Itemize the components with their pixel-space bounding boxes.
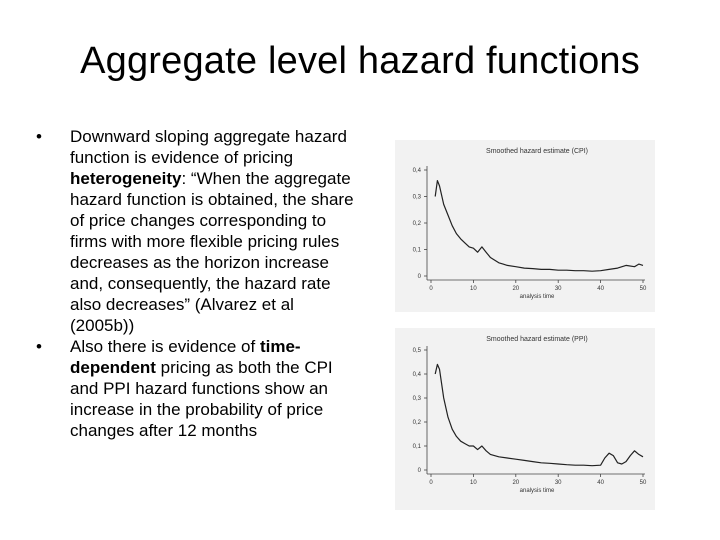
- hazard-series-line: [434, 363, 644, 467]
- bullet-item-heterogeneity: • Downward sloping aggregate hazard funct…: [36, 126, 356, 336]
- bullet-text: : “When the aggregate hazard function is…: [70, 169, 354, 335]
- y-tick-label: 0: [418, 274, 422, 280]
- x-tick-label: 30: [555, 286, 562, 292]
- x-tick-label: 20: [512, 286, 519, 292]
- y-tick-label: 0,3: [413, 195, 422, 201]
- slide-title: Aggregate level hazard functions: [80, 40, 640, 82]
- x-tick-label: 40: [597, 480, 604, 486]
- bullet-list: • Downward sloping aggregate hazard funct…: [36, 126, 356, 441]
- y-tick-label: 0,5: [413, 348, 422, 354]
- bullet-emphasis: time-dependent: [70, 337, 301, 377]
- bullet-item-time-dependent: • Also there is evidence of time-dependen…: [36, 336, 356, 441]
- x-tick-label: 10: [470, 286, 477, 292]
- x-tick-label: 50: [640, 480, 647, 486]
- y-tick-label: 0,1: [413, 248, 422, 254]
- x-tick-label: 0: [429, 286, 433, 292]
- y-tick-label: 0,4: [413, 372, 422, 378]
- x-axis-label: analysis time: [520, 488, 555, 494]
- bullet-text: Downward sloping aggregate hazard functi…: [70, 127, 347, 167]
- x-tick-label: 50: [640, 286, 647, 292]
- bullet-text: Also there is evidence of: [70, 337, 260, 356]
- ppi-hazard-svg: Smoothed hazard estimate (PPI) 0 0,1 0,2 0,3…: [413, 336, 647, 494]
- y-tick-label: 0,3: [413, 396, 422, 402]
- chart-title: Smoothed hazard estimate (PPI): [486, 336, 588, 343]
- y-tick-label: 0: [418, 468, 422, 474]
- x-tick-label: 30: [555, 480, 562, 486]
- bullet-emphasis: heterogeneity: [70, 169, 182, 188]
- x-axis-label: analysis time: [520, 294, 555, 300]
- hazard-series-line: [434, 179, 644, 272]
- x-tick-label: 20: [512, 480, 519, 486]
- cpi-hazard-svg: Smoothed hazard estimate (CPI) 0 0,1 0,2 0,3…: [413, 148, 647, 300]
- bullet-text: pricing as both the CPI and PPI hazard f…: [70, 358, 333, 440]
- y-tick-label: 0,1: [413, 444, 422, 450]
- x-tick-label: 0: [429, 480, 433, 486]
- x-tick-label: 10: [470, 480, 477, 486]
- y-tick-label: 0,2: [413, 221, 422, 227]
- bullet-dot: •: [36, 337, 42, 356]
- chart-title: Smoothed hazard estimate (CPI): [486, 148, 588, 155]
- y-tick-label: 0,2: [413, 420, 422, 426]
- ppi-hazard-chart: Smoothed hazard estimate (PPI) 0 0,1 0,2 0,3…: [395, 328, 655, 510]
- x-tick-label: 40: [597, 286, 604, 292]
- y-tick-label: 0,4: [413, 168, 422, 174]
- cpi-hazard-chart: Smoothed hazard estimate (CPI) 0 0,1 0,2 0,3…: [395, 140, 655, 312]
- bullet-dot: •: [36, 127, 42, 146]
